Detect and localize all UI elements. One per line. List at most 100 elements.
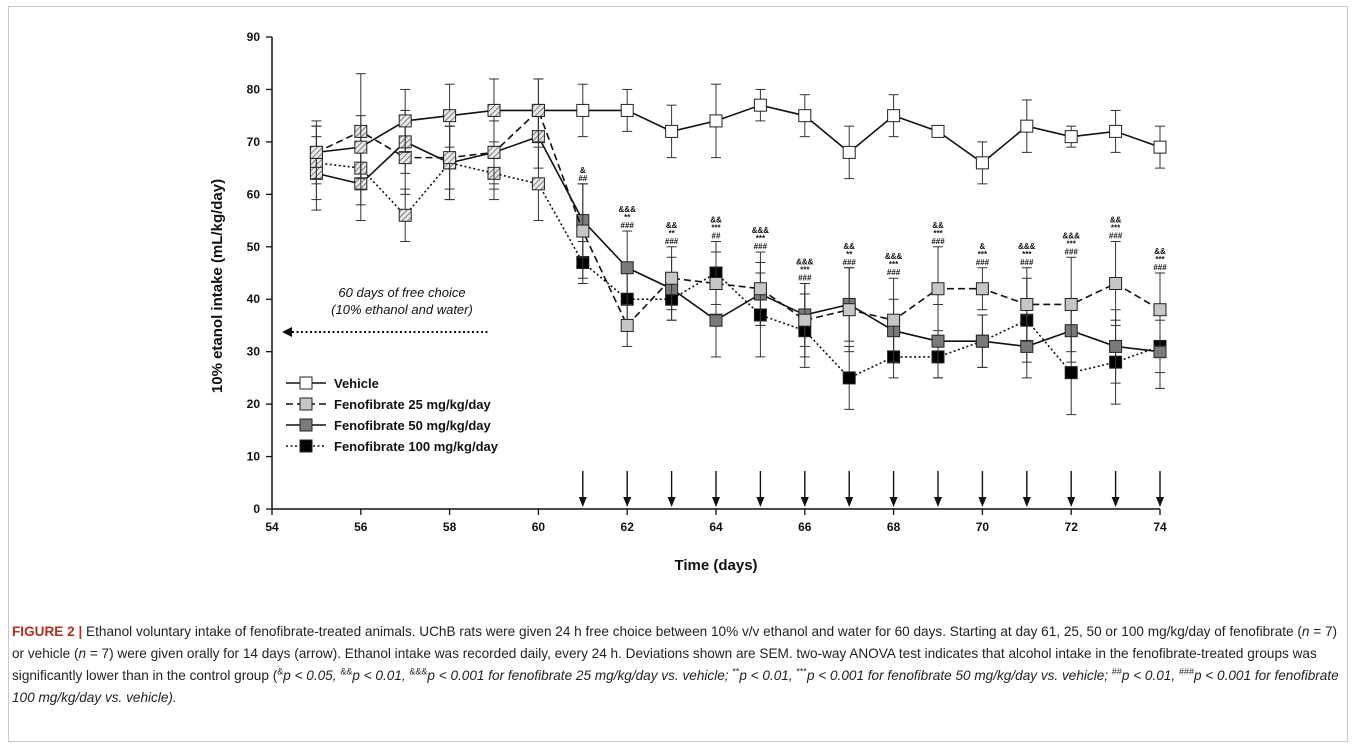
- significance-label: ***: [1111, 224, 1121, 233]
- dosing-arrow-head: [978, 497, 987, 507]
- series-line: [316, 161, 1161, 379]
- y-tick-label: 30: [247, 345, 261, 359]
- data-point: [398, 114, 412, 128]
- caption-sig-4: **: [732, 666, 740, 677]
- dosing-arrow-head: [889, 497, 898, 507]
- significance-label: &&&: [1063, 231, 1081, 240]
- data-point: [753, 98, 767, 112]
- legend-label: Vehicle: [334, 376, 379, 391]
- data-point: [1153, 345, 1167, 359]
- data-point: [1064, 130, 1078, 144]
- significance-label: **: [624, 213, 631, 222]
- significance-label: &&: [1110, 216, 1122, 225]
- dosing-arrow-head: [1022, 497, 1031, 507]
- significance-layer: &##&&&**### &&**###&&***##&&&***###&&&***…: [578, 166, 1167, 283]
- caption-sig-1: &: [277, 666, 284, 677]
- caption-text-1: Ethanol voluntary intake of fenofibrate-…: [82, 624, 1302, 639]
- data-point: [665, 271, 679, 285]
- data-point: [887, 109, 901, 123]
- significance-label: &&: [843, 242, 855, 251]
- significance-label: ###: [1109, 232, 1123, 241]
- data-point: [531, 177, 545, 191]
- data-point: [1153, 140, 1167, 154]
- legend: Vehicle Fenofibrate 25 mg/kg/day Fenofibra…: [286, 376, 499, 454]
- legend-marker: [299, 439, 313, 453]
- data-point: [931, 282, 945, 296]
- caption-sig-3: &&&: [409, 666, 428, 677]
- y-tick-label: 90: [247, 30, 261, 44]
- significance-label: ***: [711, 224, 721, 233]
- data-point: [576, 103, 590, 117]
- data-point: [398, 208, 412, 222]
- legend-label: Fenofibrate 50 mg/kg/day: [334, 418, 492, 433]
- y-tick-label: 50: [247, 240, 261, 254]
- x-tick-label: 64: [709, 520, 723, 534]
- significance-label: ###: [931, 237, 945, 246]
- data-point: [1020, 339, 1034, 353]
- caption-sig-6: ##: [1111, 666, 1122, 677]
- x-tick-label: 70: [976, 520, 990, 534]
- significance-label: &&&: [885, 252, 903, 261]
- significance-label: ###: [976, 258, 990, 267]
- data-point: [709, 114, 723, 128]
- data-point: [354, 140, 368, 154]
- series-3: [309, 125, 1167, 416]
- dosing-arrow-head: [712, 497, 720, 507]
- significance-label: &&: [1154, 247, 1166, 256]
- data-point: [487, 145, 501, 159]
- dosing-arrow-head: [934, 497, 942, 507]
- significance-label: &&&: [1018, 242, 1036, 251]
- data-point: [753, 282, 767, 296]
- legend-marker: [299, 376, 313, 390]
- significance-label: **: [668, 229, 675, 238]
- y-tick-label: 40: [247, 292, 261, 306]
- legend-label: Fenofibrate 25 mg/kg/day: [334, 397, 492, 412]
- data-point: [443, 151, 457, 165]
- dosing-arrow-head: [756, 497, 765, 507]
- dosing-arrow-head: [1156, 497, 1164, 507]
- caption-n-2: n: [78, 646, 87, 661]
- caption-p-4: p < 0.01,: [739, 668, 797, 683]
- caption-p-3: p < 0.001 for fenofibrate 25 mg/kg/day v…: [427, 668, 733, 683]
- figure-frame: [8, 6, 1348, 742]
- data-point: [531, 103, 545, 117]
- chart: 0 10 20 30 40 50 60 70 80 90 54 56 58 60 62 64 66 68 70 72 7…: [209, 30, 1167, 574]
- data-point: [1109, 276, 1123, 290]
- legend-marker: [299, 397, 313, 411]
- annotation-arrow-head: [282, 327, 292, 337]
- caption-n-1: n: [1301, 624, 1310, 639]
- y-tick-label: 20: [247, 397, 261, 411]
- y-axis-label: 10% etanol intake (mL/kg/day): [209, 179, 226, 393]
- legend-label: Fenofibrate 100 mg/kg/day: [334, 439, 499, 454]
- x-tick-label: 72: [1065, 520, 1079, 534]
- significance-label: ###: [621, 221, 635, 230]
- x-tick-label: 56: [354, 520, 368, 534]
- data-point: [398, 151, 412, 165]
- x-tick-label: 66: [798, 520, 812, 534]
- series-0: [309, 78, 1167, 185]
- data-point: [620, 261, 634, 275]
- x-axis-label: Time (days): [674, 557, 757, 574]
- significance-label: ###: [798, 273, 812, 282]
- data-point: [487, 103, 501, 117]
- caption-sig-5: ***: [796, 666, 807, 677]
- data-point: [1109, 124, 1123, 138]
- significance-label: &&&: [619, 205, 637, 214]
- significance-label: ###: [1020, 258, 1034, 267]
- figure-caption: FIGURE 2 | Ethanol voluntary intake of f…: [12, 621, 1342, 709]
- significance-label: ###: [1153, 263, 1167, 272]
- caption-text-3: = 7) were given orally for 14 days (arro…: [12, 646, 1317, 683]
- legend-marker: [299, 418, 313, 432]
- significance-label: ###: [887, 268, 901, 277]
- data-point: [931, 124, 945, 138]
- y-tick-label: 60: [247, 187, 261, 201]
- significance-label: ###: [1065, 247, 1079, 256]
- data-point: [842, 145, 856, 159]
- data-point: [1064, 366, 1078, 380]
- data-point: [1020, 297, 1034, 311]
- caption-p-6: p < 0.01,: [1121, 668, 1179, 683]
- data-point: [798, 109, 812, 123]
- x-tick-label: 68: [887, 520, 901, 534]
- dosing-arrow-head: [623, 497, 632, 507]
- data-point: [975, 334, 989, 348]
